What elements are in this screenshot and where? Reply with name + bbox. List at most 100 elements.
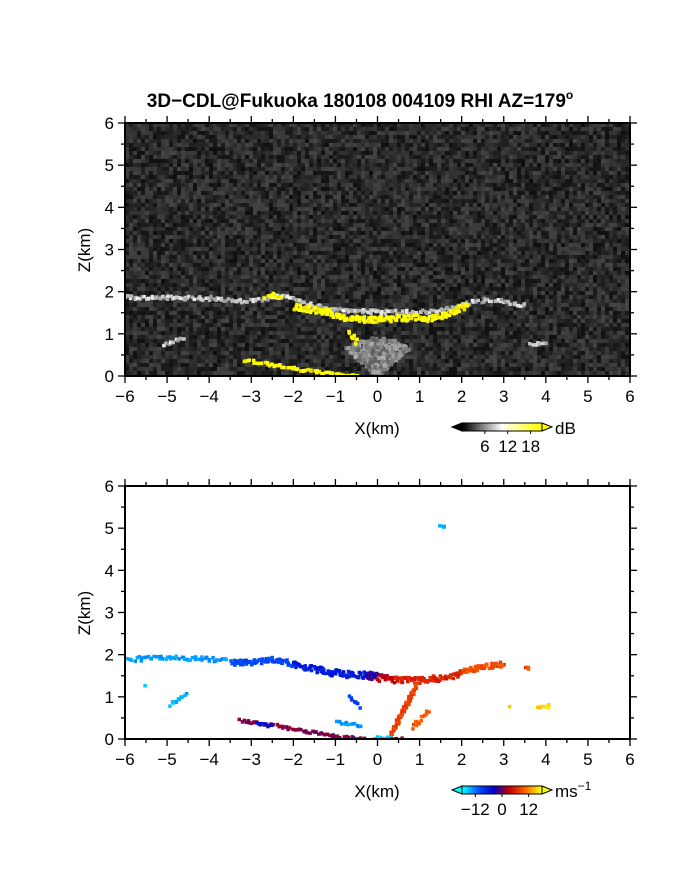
noise-cell [153, 143, 157, 147]
noise-cell [505, 179, 509, 183]
noise-cell [521, 235, 525, 239]
noise-cell [601, 227, 605, 231]
noise-cell [493, 195, 497, 199]
noise-cell [593, 131, 597, 135]
noise-cell [273, 271, 277, 275]
noise-cell [349, 251, 353, 255]
noise-cell [609, 227, 613, 231]
noise-cell [185, 175, 189, 179]
noise-cell [521, 231, 525, 235]
noise-cell [273, 279, 277, 283]
noise-cell [589, 179, 593, 183]
noise-cell [205, 215, 209, 219]
noise-cell [561, 235, 565, 239]
noise-cell [209, 223, 213, 227]
noise-cell [605, 227, 609, 231]
noise-cell [445, 123, 449, 127]
noise-cell [165, 131, 169, 135]
noise-cell [437, 135, 441, 139]
noise-cell [157, 227, 161, 231]
noise-cell [545, 267, 549, 271]
noise-cell [537, 251, 541, 255]
noise-cell [249, 183, 253, 187]
noise-cell [257, 147, 261, 151]
noise-cell [361, 231, 365, 235]
noise-cell [481, 251, 485, 255]
noise-cell [589, 151, 593, 155]
noise-cell [621, 243, 625, 247]
noise-cell [513, 131, 517, 135]
noise-cell [537, 211, 541, 215]
noise-cell [533, 155, 537, 159]
noise-cell [593, 179, 597, 183]
noise-cell [521, 267, 525, 271]
noise-cell [453, 163, 457, 167]
noise-cell [365, 263, 369, 267]
noise-cell [489, 275, 493, 279]
noise-cell [501, 219, 505, 223]
noise-cell [449, 123, 453, 127]
noise-cell [525, 179, 529, 183]
noise-cell [361, 179, 365, 183]
noise-cell [537, 223, 541, 227]
noise-cell [193, 255, 197, 259]
noise-cell [161, 211, 165, 215]
noise-cell [189, 191, 193, 195]
noise-cell [493, 175, 497, 179]
noise-cell [585, 135, 589, 139]
noise-cell [225, 147, 229, 151]
noise-cell [417, 207, 421, 211]
noise-cell [181, 251, 185, 255]
noise-cell [609, 255, 613, 259]
noise-cell [273, 179, 277, 183]
noise-cell [393, 207, 397, 211]
noise-cell [269, 215, 273, 219]
noise-cell [289, 215, 293, 219]
noise-cell [573, 243, 577, 247]
noise-cell [261, 215, 265, 219]
noise-cell [145, 175, 149, 179]
noise-cell [277, 139, 281, 143]
noise-cell [577, 235, 581, 239]
noise-cell [505, 171, 509, 175]
noise-cell [453, 271, 457, 275]
noise-cell [393, 215, 397, 219]
noise-cell [397, 139, 401, 143]
noise-cell [381, 123, 385, 127]
noise-cell [493, 235, 497, 239]
noise-cell [469, 239, 473, 243]
noise-cell [201, 199, 205, 203]
noise-cell [377, 247, 381, 251]
noise-cell [309, 243, 313, 247]
noise-cell [317, 223, 321, 227]
noise-cell [313, 139, 317, 143]
noise-cell [581, 247, 585, 251]
noise-cell [445, 251, 449, 255]
noise-cell [229, 203, 233, 207]
noise-cell [205, 239, 209, 243]
noise-cell [233, 251, 237, 255]
noise-cell [177, 139, 181, 143]
noise-cell [377, 235, 381, 239]
noise-cell [249, 251, 253, 255]
noise-cell [473, 147, 477, 151]
noise-cell [201, 263, 205, 267]
noise-cell [613, 271, 617, 275]
noise-cell [585, 167, 589, 171]
noise-cell [501, 235, 505, 239]
noise-cell [545, 235, 549, 239]
noise-cell [149, 231, 153, 235]
noise-cell [129, 191, 133, 195]
noise-cell [141, 139, 145, 143]
noise-cell [389, 235, 393, 239]
noise-cell [241, 235, 245, 239]
noise-cell [441, 147, 445, 151]
noise-cell [393, 171, 397, 175]
noise-cell [409, 219, 413, 223]
noise-cell [237, 131, 241, 135]
noise-cell [593, 271, 597, 275]
noise-cell [517, 139, 521, 143]
noise-cell [473, 183, 477, 187]
noise-cell [581, 215, 585, 219]
noise-cell [265, 143, 269, 147]
